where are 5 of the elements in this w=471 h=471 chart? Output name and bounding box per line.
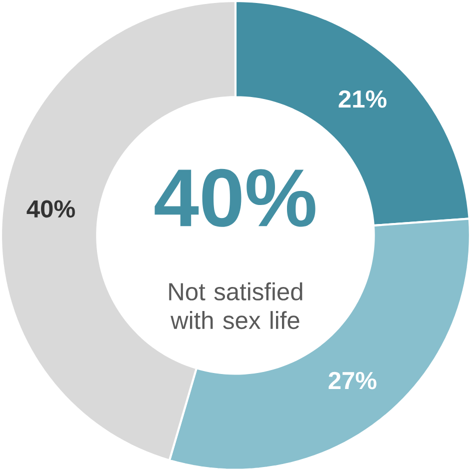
text: Not satisfied with sex life — [169, 282, 302, 330]
data-label: 40% — [26, 200, 75, 218]
text: 40% — [154, 168, 316, 227]
data-label: 27% — [328, 372, 376, 390]
data-label: 21% — [338, 90, 386, 108]
